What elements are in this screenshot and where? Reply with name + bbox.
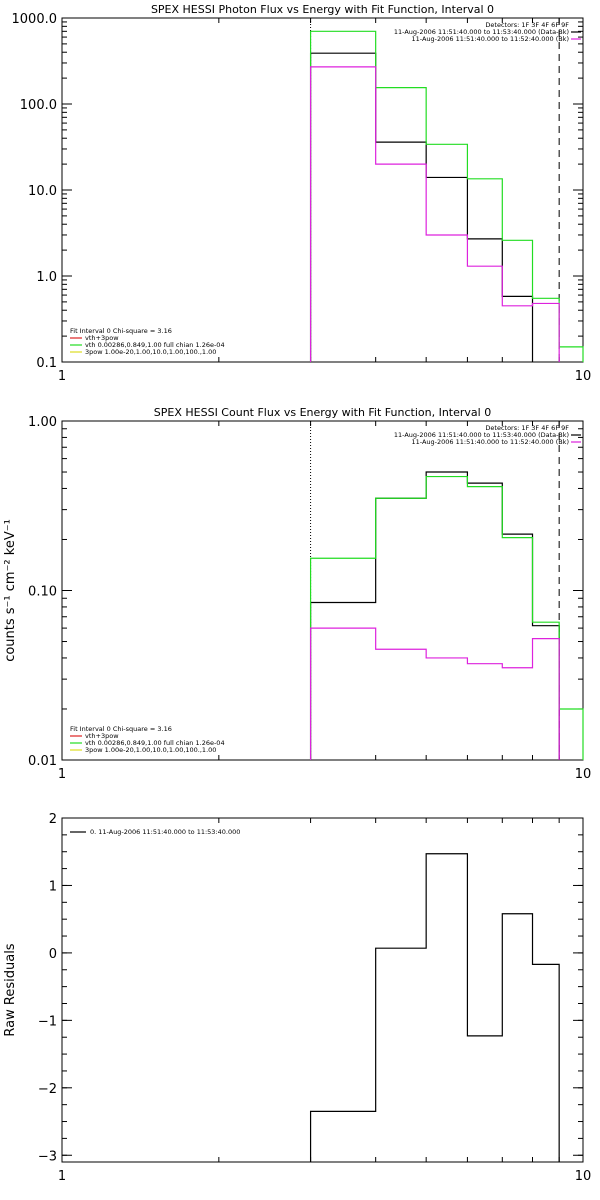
y-tick-label: 10.0 bbox=[28, 184, 57, 199]
panel-2: 1 10 −3 −2 −1 0 1 2 Raw Residuals 0. 11-Aug-2006 … bbox=[3, 812, 591, 1184]
series-1-step bbox=[309, 30, 584, 362]
panel-1: SPEX HESSI Count Flux vs Energy with Fit… bbox=[3, 406, 591, 782]
x-tick-label: 10 bbox=[575, 767, 592, 782]
series-1-step bbox=[309, 475, 584, 760]
x-tick-label: 1 bbox=[58, 767, 66, 782]
y-tick-label: 1 bbox=[49, 879, 57, 894]
legend-entry: 11-Aug-2006 11:51:40.000 to 11:52:40.000… bbox=[412, 438, 569, 446]
y-tick-label: 0 bbox=[49, 947, 57, 962]
series-0-step bbox=[309, 853, 560, 1162]
y-tick-label: 0.10 bbox=[28, 585, 57, 600]
y-tick-label: 2 bbox=[49, 812, 57, 827]
plot-frame bbox=[61, 17, 584, 363]
fit-legend-entry: 3pow 1.00e-20,1.00,10.0,1.00,100.,1.00 bbox=[85, 348, 216, 356]
y-tick-label: −1 bbox=[38, 1014, 57, 1029]
series-2-step bbox=[309, 66, 560, 362]
fit-legend-entry: Fit Interval 0 Chi-square = 3.16 bbox=[70, 327, 172, 335]
chart-title: SPEX HESSI Photon Flux vs Energy with Fi… bbox=[151, 3, 494, 16]
legend-entry: 11-Aug-2006 11:51:40.000 to 11:52:40.000… bbox=[412, 35, 569, 43]
y-tick-label: 100.0 bbox=[20, 98, 57, 113]
legend-entry: 11-Aug-2006 11:51:40.000 to 11:53:40.000… bbox=[394, 431, 569, 439]
fit-legend-entry: vth+3pow bbox=[85, 732, 119, 740]
legend-entry: 0. 11-Aug-2006 11:51:40.000 to 11:53:40.… bbox=[90, 828, 240, 836]
y-tick-label: 0.01 bbox=[28, 754, 57, 769]
legend-entry: 11-Aug-2006 11:51:40.000 to 11:53:40.000… bbox=[394, 28, 569, 36]
y-tick-label: −3 bbox=[38, 1149, 57, 1164]
x-tick-label: 1 bbox=[58, 1169, 66, 1184]
series-0-step bbox=[309, 471, 560, 760]
y-tick-label: 1.0 bbox=[36, 270, 57, 285]
legend-entry: Detectors: 1F 3F 4F 6F 9F bbox=[485, 21, 569, 29]
fit-legend-entry: 3pow 1.00e-20,1.00,10.0,1.00,100.,1.00 bbox=[85, 746, 216, 754]
plot-frame bbox=[61, 817, 584, 1163]
x-tick-label: 10 bbox=[575, 1169, 592, 1184]
fit-legend-entry: vth 0.00286,0.849,1.00 full chian 1.26e-… bbox=[85, 341, 225, 349]
legend-entry: Detectors: 1F 3F 4F 6F 9F bbox=[485, 424, 569, 432]
y-tick-label: 0.1 bbox=[36, 356, 57, 371]
series-0-step bbox=[309, 52, 534, 362]
chart-title: SPEX HESSI Count Flux vs Energy with Fit… bbox=[154, 406, 491, 419]
fit-legend-entry: vth+3pow bbox=[85, 334, 119, 342]
y-tick-label: 1000.0 bbox=[12, 12, 58, 27]
y-axis-label: Raw Residuals bbox=[3, 943, 18, 1036]
y-tick-label: 1.00 bbox=[28, 415, 57, 430]
y-axis-label: counts s⁻¹ cm⁻² keV⁻¹ bbox=[3, 519, 18, 662]
fit-legend-entry: Fit Interval 0 Chi-square = 3.16 bbox=[70, 725, 172, 733]
plot-frame bbox=[61, 420, 584, 761]
y-tick-label: −2 bbox=[38, 1082, 57, 1097]
panel-0: SPEX HESSI Photon Flux vs Energy with Fi… bbox=[12, 3, 592, 384]
x-tick-label: 1 bbox=[58, 369, 66, 384]
fit-legend-entry: vth 0.00286,0.849,1.00 full chian 1.26e-… bbox=[85, 739, 225, 747]
x-tick-label: 10 bbox=[575, 369, 592, 384]
series-2-step bbox=[309, 627, 560, 760]
